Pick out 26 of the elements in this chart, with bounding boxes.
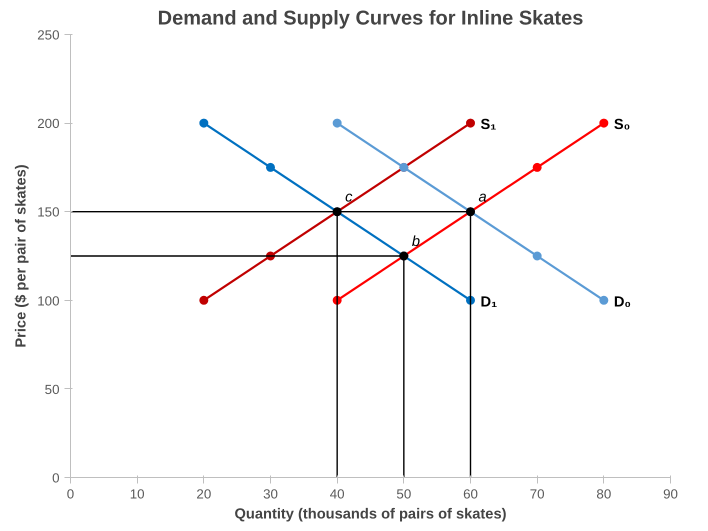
series-label: S₀ <box>614 117 630 134</box>
x-tick-label: 0 <box>66 486 74 502</box>
y-tick-label: 50 <box>44 382 60 397</box>
series-label: D₀ <box>614 294 632 310</box>
annotation: c <box>345 190 354 206</box>
y-tick-label: 250 <box>37 28 60 42</box>
x-tick-label: 60 <box>463 486 478 502</box>
x-tick-label: 80 <box>596 486 612 502</box>
x-tick-label: 30 <box>263 486 278 502</box>
x-tick-label: 10 <box>130 486 145 502</box>
y-tick-label: 200 <box>37 116 60 132</box>
annotation: a <box>478 190 487 206</box>
y-tick-label: 0 <box>52 470 60 486</box>
x-tick-label: 40 <box>330 486 345 502</box>
series-label: D₁ <box>480 294 498 310</box>
chart-title: Demand and Supply Curves for Inline Skates <box>158 8 584 30</box>
y-tick-label: 100 <box>37 293 60 308</box>
annotation: b <box>412 234 420 250</box>
x-tick-label: 70 <box>530 486 545 502</box>
x-tick-label: 50 <box>396 486 412 502</box>
x-tick-label: 20 <box>196 486 212 502</box>
x-tick-label: 90 <box>663 486 678 502</box>
x-axis-title: Quantity (thousands of pairs of skates) <box>234 506 507 522</box>
y-tick-label: 150 <box>37 204 60 220</box>
y-axis-title: Price ($ per pair of skates) <box>13 164 30 348</box>
series-label: S₁ <box>480 117 496 134</box>
